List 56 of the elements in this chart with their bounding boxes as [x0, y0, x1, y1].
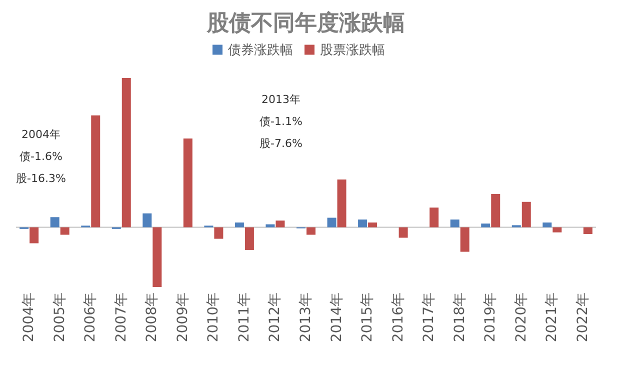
annotation: 债-1.6%: [20, 150, 62, 163]
bar: [122, 78, 131, 228]
bar: [214, 227, 224, 239]
bar: [30, 227, 39, 244]
bar: [276, 220, 285, 228]
x-tick-label: 2007年: [113, 292, 130, 342]
x-tick-label: 2015年: [360, 292, 376, 342]
bar: [552, 227, 562, 232]
bar: [481, 224, 490, 228]
bar: [491, 194, 500, 228]
bar: [234, 222, 244, 228]
x-tick-label: 2017年: [421, 292, 438, 342]
bar: [266, 224, 275, 228]
bar: [450, 220, 460, 228]
bar: [306, 227, 316, 235]
x-tick-label: 2014年: [328, 292, 345, 342]
annotation: 2004年: [22, 128, 60, 141]
bar: [60, 227, 70, 235]
x-tick-label: 2010年: [206, 292, 222, 342]
bar: [398, 227, 408, 238]
x-tick-label: 2022年: [574, 292, 591, 342]
x-tick-label: 2006年: [82, 292, 99, 342]
bar: [50, 217, 60, 228]
bar: [358, 220, 368, 228]
annotation: 股-16.3%: [16, 172, 66, 185]
legend-label: 股票涨跌幅: [320, 42, 385, 58]
annotation: 股-7.6%: [260, 137, 302, 150]
bar: [583, 227, 592, 234]
bar: [327, 218, 336, 228]
x-tick-label: 2004年: [21, 292, 38, 342]
x-tick-label: 2005年: [52, 292, 68, 342]
annotation: 2013年: [262, 93, 300, 106]
x-tick-label: 2008年: [144, 292, 160, 342]
bar: [91, 115, 100, 228]
bar: [337, 180, 346, 228]
bar: [368, 222, 378, 228]
x-tick-label: 2019年: [482, 292, 499, 342]
legend-label: 债券涨跌幅: [228, 42, 293, 58]
x-tick-label: 2011年: [236, 292, 252, 342]
x-tick-label: 2018年: [452, 292, 468, 342]
bar: [152, 227, 162, 288]
x-tick-label: 2016年: [390, 292, 406, 342]
bar: [542, 222, 552, 228]
bar: [183, 138, 192, 228]
x-tick-label: 2021年: [544, 292, 560, 342]
annotation: 债-1.1%: [260, 115, 302, 128]
bar: [142, 213, 152, 228]
bar: [522, 202, 531, 228]
chart-title: 股债不同年度涨跌幅: [206, 10, 405, 36]
x-tick-label: 2012年: [267, 292, 284, 342]
x-tick-label: 2020年: [513, 292, 530, 342]
x-tick-label: 2009年: [174, 292, 191, 342]
bar: [244, 227, 254, 250]
bar: [430, 208, 439, 228]
bar: [460, 227, 470, 252]
x-tick-label: 2013年: [298, 292, 314, 342]
